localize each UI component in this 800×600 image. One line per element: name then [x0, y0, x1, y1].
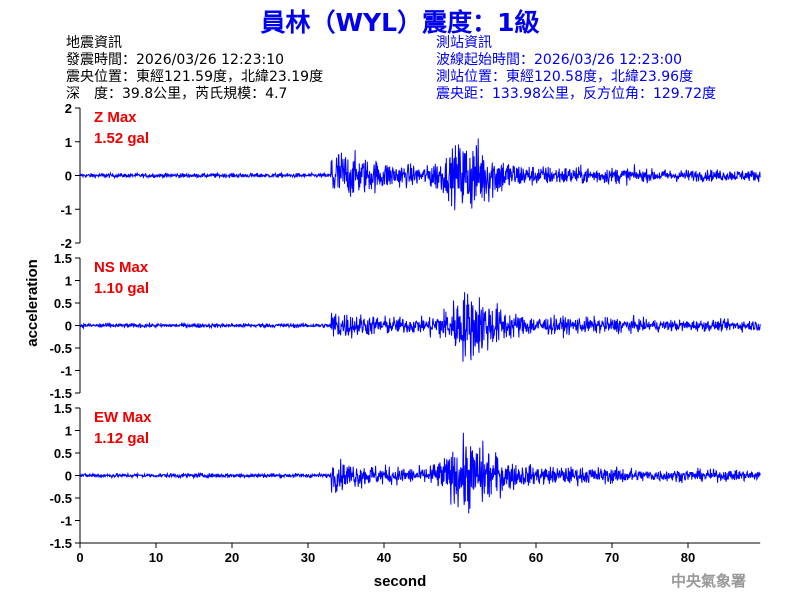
y-tick-label: -2 [60, 236, 72, 251]
y-tick-label: 0 [65, 319, 72, 334]
x-tick-label: 0 [76, 550, 83, 565]
y-tick-label: 1.5 [54, 251, 72, 266]
waveform-trace-z [79, 138, 761, 211]
x-axis-label: second [374, 573, 427, 590]
station-location: 測站位置：東經120.58度，北緯23.96度 [436, 69, 694, 85]
x-tick-label: 70 [605, 550, 619, 565]
max-value-ns: 1.10 gal [94, 280, 149, 297]
y-tick-label: 1 [65, 274, 72, 289]
max-label-z: Z Max [94, 109, 137, 126]
y-tick-label: -1.5 [50, 386, 72, 401]
chart-title: 員林（WYL）震度：1級 [260, 8, 540, 37]
y-tick-label: -1.5 [50, 536, 72, 551]
x-tick-label: 20 [225, 550, 239, 565]
max-label-ew: EW Max [94, 409, 152, 426]
y-tick-label: 1 [65, 424, 72, 439]
station-info-heading: 測站資訊 [436, 35, 492, 51]
x-tick-label: 80 [681, 550, 695, 565]
y-tick-label: 2 [65, 101, 72, 116]
x-tick-label: 50 [453, 550, 467, 565]
organization-watermark: 中央氣象署 [671, 572, 746, 590]
station-info: 測站資訊 波線起始時間：2026/03/26 12:23:00 測站位置：東經1… [436, 35, 716, 103]
waveform-trace-ew [79, 432, 761, 514]
distance-azimuth: 震央距：133.98公里，反方位角：129.72度 [436, 86, 716, 102]
y-tick-label: 0 [65, 469, 72, 484]
x-tick-label: 60 [529, 550, 543, 565]
y-tick-label: 1.5 [54, 401, 72, 416]
depth-magnitude: 深 度：39.8公里，芮氏規模：4.7 [66, 86, 288, 102]
max-value-ew: 1.12 gal [94, 430, 149, 447]
x-tick-label: 40 [377, 550, 391, 565]
y-tick-label: 0.5 [54, 446, 72, 461]
waveform-trace-ns [79, 292, 761, 362]
y-tick-label: 0.5 [54, 296, 72, 311]
y-tick-label: -0.5 [50, 341, 72, 356]
origin-time: 發震時間：2026/03/26 12:23:10 [66, 52, 285, 68]
max-value-z: 1.52 gal [94, 130, 149, 147]
x-tick-label: 30 [301, 550, 315, 565]
waveform-start: 波線起始時間：2026/03/26 12:23:00 [436, 52, 683, 68]
earthquake-info: 地震資訊 發震時間：2026/03/26 12:23:10 震央位置：東經121… [66, 35, 323, 103]
earthquake-info-heading: 地震資訊 [66, 35, 122, 51]
epicenter: 震央位置：東經121.59度，北緯23.19度 [66, 69, 324, 85]
y-axis-label: acceleration [24, 259, 41, 347]
y-tick-label: 1 [65, 135, 72, 150]
y-tick-label: -1 [60, 364, 72, 379]
y-tick-label: -1 [60, 202, 72, 217]
x-tick-label: 10 [149, 550, 163, 565]
y-tick-label: 0 [65, 169, 72, 184]
max-label-ns: NS Max [94, 259, 149, 276]
y-tick-label: -1 [60, 514, 72, 529]
y-tick-label: -0.5 [50, 491, 72, 506]
